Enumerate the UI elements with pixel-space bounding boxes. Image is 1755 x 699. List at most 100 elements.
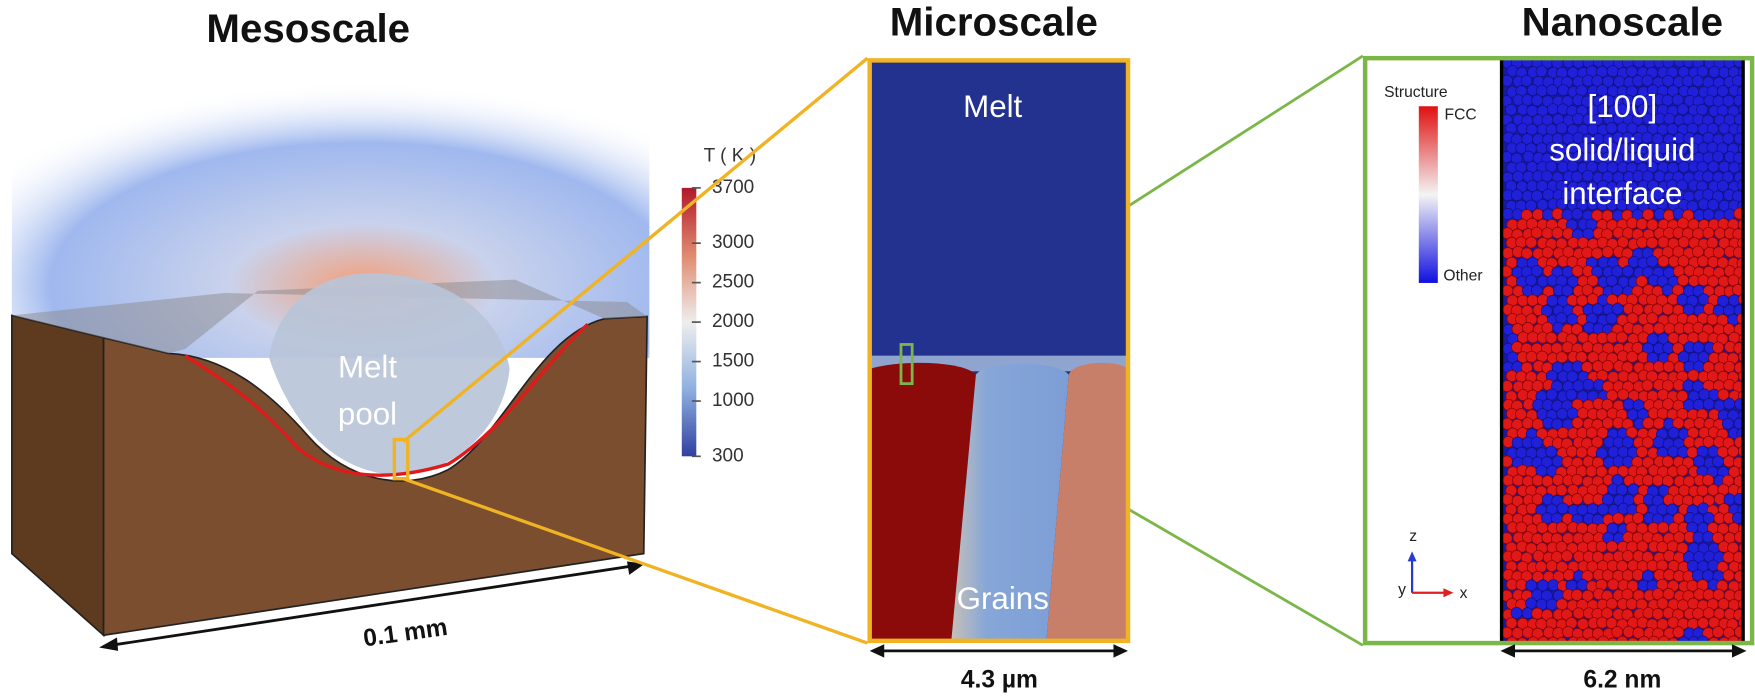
atom	[1537, 522, 1548, 533]
atom	[1678, 256, 1689, 267]
atom	[1722, 418, 1733, 429]
atom	[1502, 208, 1513, 219]
atom	[1694, 456, 1705, 467]
atom	[1657, 408, 1668, 419]
atom	[1664, 113, 1675, 124]
atom	[1626, 427, 1637, 438]
atom	[1723, 456, 1734, 467]
atom	[1557, 408, 1568, 419]
atom	[1642, 75, 1653, 86]
atom	[1632, 513, 1643, 524]
atom	[1556, 522, 1567, 533]
atom	[1606, 313, 1617, 324]
atom	[1712, 626, 1723, 637]
atom	[1653, 361, 1664, 372]
atom	[1553, 627, 1564, 638]
atom	[1557, 503, 1568, 514]
atom	[1516, 371, 1527, 382]
block-side	[12, 315, 104, 635]
atom	[1668, 332, 1679, 343]
arrow-head	[1443, 588, 1453, 597]
colorbar-tick-label: 2500	[712, 272, 754, 293]
atom	[1505, 104, 1516, 115]
legend-label: Other	[1443, 267, 1482, 284]
atom	[1573, 608, 1584, 619]
atom	[1663, 588, 1674, 599]
atom	[1577, 408, 1588, 419]
atom	[1663, 569, 1674, 580]
panel-title: Nanoscale	[1522, 0, 1723, 44]
atom	[1511, 550, 1522, 561]
atom	[1536, 561, 1547, 572]
atom	[1586, 466, 1597, 477]
atom	[1664, 550, 1675, 561]
atom	[1571, 494, 1582, 505]
atom	[1614, 76, 1625, 87]
colorbar-tick-label: 3000	[712, 232, 754, 253]
atom	[1703, 227, 1714, 238]
atom	[1632, 569, 1643, 580]
atom	[1546, 389, 1557, 400]
atom	[1724, 494, 1735, 505]
atom	[1702, 171, 1713, 182]
figure: Mesoscale Melt pool 0.1 mm T ( K ) 37003…	[0, 0, 1755, 699]
atom	[1703, 532, 1714, 543]
atom	[1602, 494, 1613, 505]
atom	[1673, 627, 1684, 638]
atom	[1556, 352, 1567, 363]
atom	[1511, 607, 1522, 618]
atom	[1653, 418, 1664, 429]
atom	[1627, 351, 1638, 362]
atom	[1708, 161, 1719, 172]
atom	[1561, 550, 1572, 561]
panel-title: Mesoscale	[206, 6, 410, 51]
atom	[1552, 227, 1563, 238]
atom	[1502, 285, 1513, 296]
atom	[1678, 275, 1689, 286]
colorbar: T ( K ) 370030002500200015001000300	[682, 146, 756, 467]
atom	[1642, 380, 1653, 391]
atom	[1582, 247, 1593, 258]
atom	[1647, 313, 1658, 324]
atom	[1707, 237, 1718, 248]
pool-label: Melt	[338, 349, 397, 384]
atom	[1527, 295, 1538, 306]
atom	[1712, 456, 1723, 467]
atom	[1662, 304, 1673, 315]
atom	[1684, 437, 1695, 448]
atom	[1547, 104, 1558, 115]
atom	[1602, 246, 1613, 257]
atom	[1516, 522, 1527, 533]
atom	[1541, 171, 1552, 182]
interface-label: [100]	[1588, 89, 1658, 124]
atom	[1531, 437, 1542, 448]
scale-label: 0.1 mm	[362, 614, 450, 653]
atom	[1566, 389, 1577, 400]
atom	[1563, 626, 1574, 637]
atom	[1658, 522, 1669, 533]
atom	[1526, 351, 1537, 362]
axis-label: y	[1398, 582, 1406, 599]
atom	[1692, 570, 1703, 581]
atom	[1688, 370, 1699, 381]
atom	[1677, 104, 1688, 115]
atom	[1662, 456, 1673, 467]
atom	[1713, 342, 1724, 353]
atom	[1556, 485, 1567, 496]
scale-label: 6.2 nm	[1583, 667, 1661, 694]
atom	[1623, 399, 1634, 410]
atom	[1712, 151, 1723, 162]
atom	[1572, 474, 1583, 485]
atom	[1642, 475, 1653, 486]
atom	[1567, 314, 1578, 325]
atom	[1719, 161, 1730, 172]
atom	[1717, 85, 1728, 96]
atom	[1607, 66, 1618, 77]
atom	[1526, 275, 1537, 286]
atom	[1502, 381, 1513, 392]
atom	[1723, 570, 1734, 581]
atom	[1616, 484, 1627, 495]
arrow-head	[1113, 644, 1128, 657]
atom	[1657, 598, 1668, 609]
atom	[1698, 332, 1709, 343]
